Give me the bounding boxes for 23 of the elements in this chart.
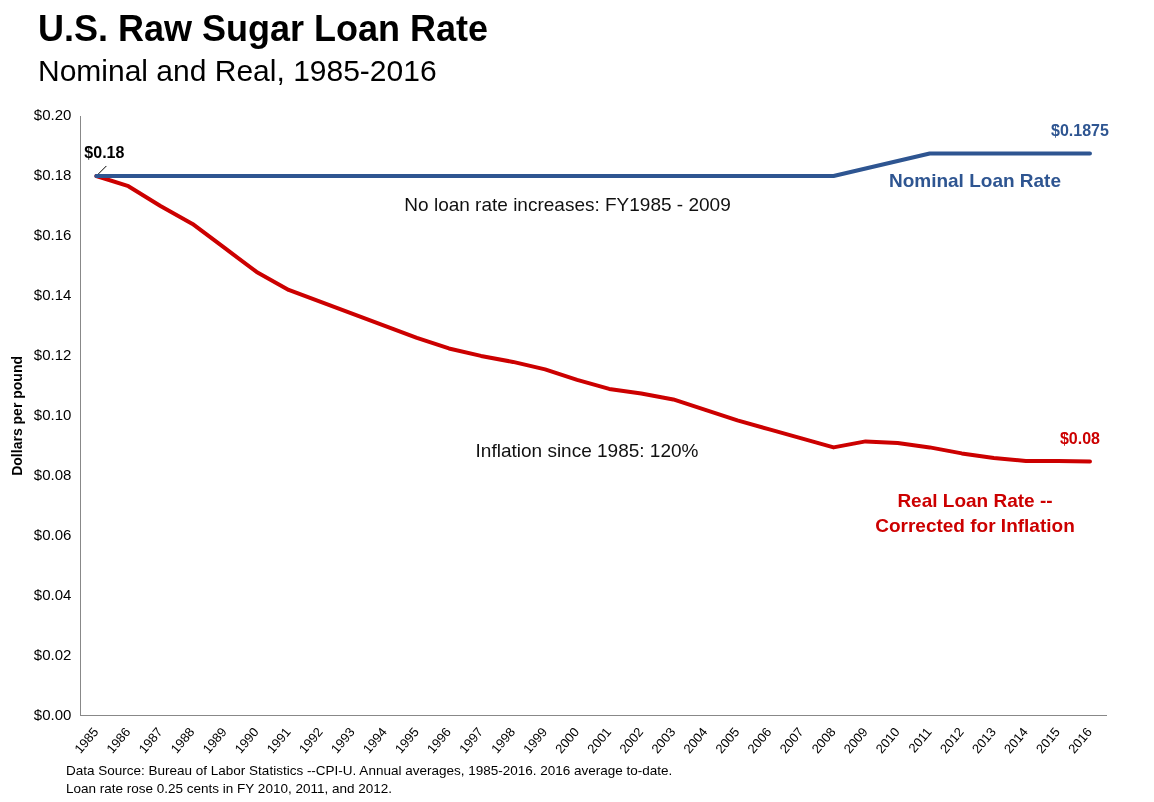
y-tick-label: $0.10 [33,406,72,424]
data-label: $0.18 [84,144,125,162]
y-tick-label: $0.18 [33,166,72,184]
text: Loan rate rose 0.25 cents in FY 2010, 2011, and 2012. [66,780,393,798]
source-note: Data Source: Bureau of Labor Statistics --CPI-U. Annual averages, 1985-2016. 2016 average to-date. [66,762,673,780]
data-label: $0.1875 [1051,121,1109,139]
series-label: Nominal Loan Rate [888,169,1062,191]
y-tick-label: $0.04 [33,586,72,603]
data-label: $0.08 [1059,429,1101,447]
chart-subtitle: Nominal and Real, 1985-2016 [38,54,437,88]
y-tick-label: $0.00 [33,705,72,723]
annotation: No loan rate increases: FY1985 - 2009 [404,194,731,216]
y-tick-label: $0.12 [33,346,72,364]
y-tick-label: $0.16 [33,226,72,244]
chart-title: U.S. Raw Sugar Loan Rate [38,8,489,50]
y-tick-label: $0.14 [33,286,72,304]
y-tick-label: $0.08 [33,466,72,484]
series-label: Real Loan Rate -- Corrected for Inflation [875,489,1075,536]
annotation: Inflation since 1985: 120% [475,440,699,462]
y-tick-label: $0.02 [33,645,72,663]
y-tick-label: $0.06 [33,526,72,544]
y-tick-label: $0.20 [33,106,72,124]
y-axis-title: Dollars per pound [9,356,26,476]
